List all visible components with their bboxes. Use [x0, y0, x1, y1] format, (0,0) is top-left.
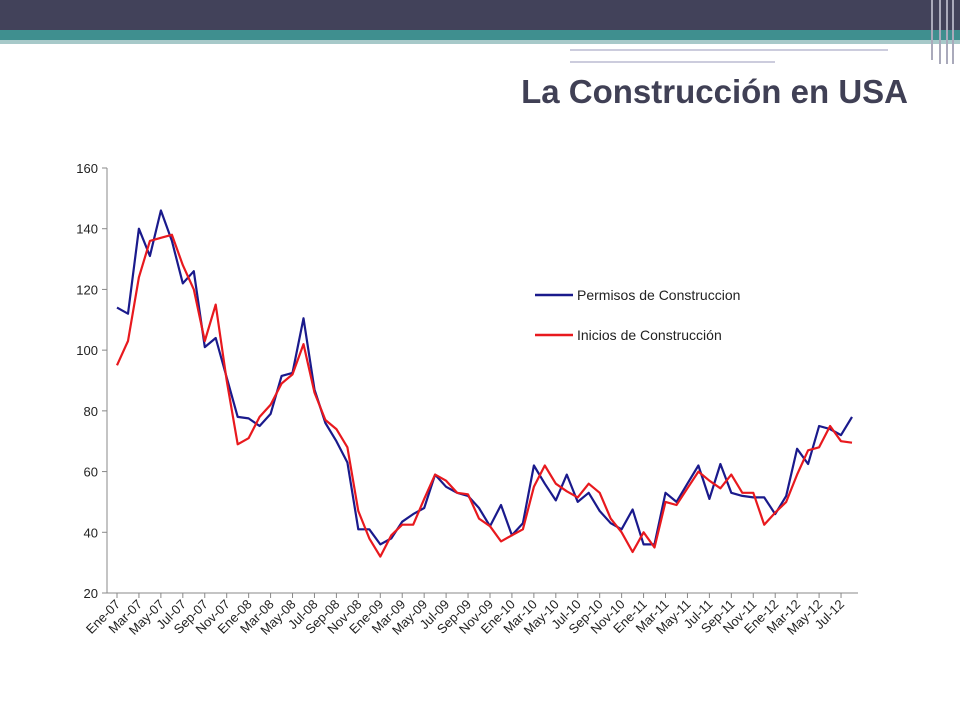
header-bar [0, 0, 960, 30]
y-tick-label: 100 [76, 343, 98, 358]
legend-label: Permisos de Construccion [577, 287, 740, 303]
y-tick-label: 120 [76, 282, 98, 297]
header-accent-light [0, 40, 960, 44]
decor-verticals [931, 0, 954, 64]
legend-label: Inicios de Construcción [577, 327, 722, 343]
y-tick-label: 20 [84, 586, 98, 601]
y-tick-label: 160 [76, 161, 98, 176]
series-line [115, 233, 853, 558]
plot: 20406080100120140160Ene-07Mar-07May-07Ju… [76, 161, 858, 638]
y-tick-label: 80 [84, 404, 98, 419]
y-tick-label: 140 [76, 222, 98, 237]
header-accent [0, 30, 960, 40]
y-tick-label: 40 [84, 525, 98, 540]
y-tick-label: 60 [84, 465, 98, 480]
series-line [116, 209, 853, 546]
chart-title: La Construcción en USA [521, 73, 908, 110]
